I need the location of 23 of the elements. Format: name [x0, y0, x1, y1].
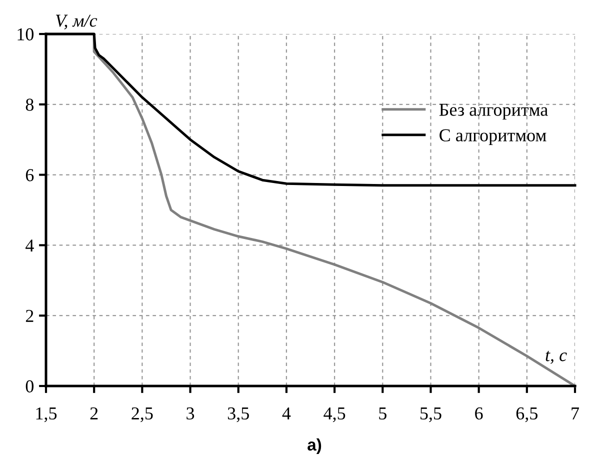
y-tick-label: 2 [26, 310, 34, 322]
legend-label: Без алгоритма [439, 104, 548, 120]
x-tick-label: 6,5 [516, 407, 538, 422]
x-tick-label: 5,5 [420, 408, 442, 422]
y-tick-label: 10 [18, 28, 34, 40]
y-tick-label: 6 [26, 169, 34, 182]
y-axis-title: V, м/с [56, 14, 98, 30]
x-tick-label: 3 [186, 407, 194, 420]
x-tick-label: 4,5 [324, 407, 346, 422]
y-tick-label: 0 [26, 380, 34, 392]
x-tick-label: 5 [379, 408, 386, 420]
x-tick-label: 1,5 [36, 407, 57, 422]
y-tick-label: 4 [26, 240, 34, 252]
legend-label: С алгоритмом [440, 129, 546, 146]
text: а) [308, 438, 322, 454]
x-tick-label: 6 [475, 407, 483, 420]
x-axis-title: t, с [546, 350, 567, 364]
x-tick-label: 2 [90, 407, 98, 420]
x-tick-label: 7 [572, 408, 579, 420]
y-tick-label: 8 [26, 98, 34, 111]
x-tick-label: 2,5 [132, 407, 153, 422]
x-tick-label: 4 [282, 407, 291, 420]
x-tick-label: 3,5 [228, 407, 249, 422]
